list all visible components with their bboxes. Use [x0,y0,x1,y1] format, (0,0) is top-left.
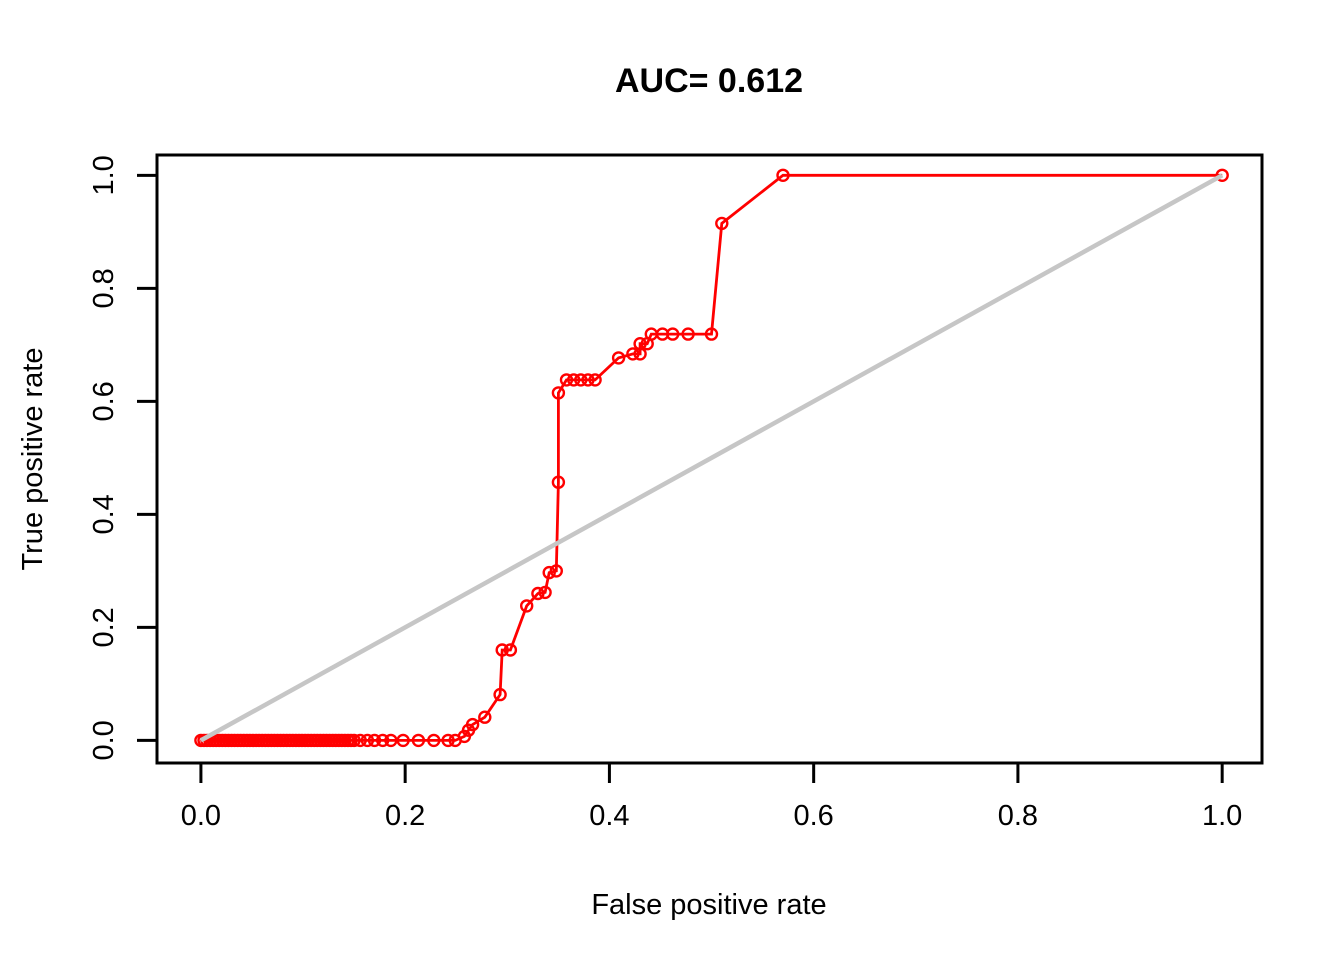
x-axis-tick-label: 0.6 [794,800,834,832]
roc-point-marker [531,586,545,601]
roc-point-marker [559,373,574,387]
roc-point-marker [611,351,626,365]
y-axis-label: True positive rate [17,348,49,571]
x-axis-tick-label: 0.4 [589,800,629,832]
y-axis-tick-label: 1.0 [88,155,120,195]
roc-point-marker [581,373,595,387]
roc-point-marker [396,733,410,748]
roc-point-marker [520,599,534,613]
roc-point-marker [493,687,507,702]
roc-point-marker [360,733,375,748]
roc-point-marker [538,585,552,600]
axis-ticks: 0.0 0.2 0.4 0.6 0.8 1.0 0.0 0.2 0.4 0.6 0.8 1.0 [88,155,1242,832]
x-axis-tick-label: 0.2 [385,800,425,832]
diagonal-reference-line [199,173,1224,743]
roc-point-marker [551,475,566,489]
y-axis-tick-label: 0.8 [88,268,120,308]
roc-point-marker [551,386,566,400]
roc-point-marker [666,327,680,341]
x-axis-label: False positive rate [591,889,826,921]
roc-point-marker [574,373,588,387]
y-axis-tick-label: 0.0 [88,720,120,760]
roc-point-marker [715,216,729,231]
y-axis-tick-label: 0.6 [88,381,120,421]
roc-point-marker [1215,168,1229,183]
x-axis-tick-label: 0.0 [181,800,221,832]
roc-point-marker [495,643,509,657]
roc-point-marker [384,733,398,748]
roc-point-marker [376,733,390,748]
roc-point-marker [427,733,441,748]
roc-point-marker [776,168,790,183]
roc-point-marker [441,733,455,748]
y-axis-tick-label: 0.4 [88,494,120,534]
roc-curve-markers [194,168,1229,748]
roc-point-marker [633,337,647,351]
roc-point-marker [347,733,361,748]
roc-point-marker [681,327,695,341]
roc-point-marker [588,373,602,387]
roc-point-marker [549,564,563,578]
roc-point-marker [367,733,382,748]
plot-box [155,153,1264,765]
roc-point-marker [542,565,556,580]
x-axis-tick-label: 0.8 [998,800,1038,832]
roc-point-marker [478,710,492,724]
chart-series [194,168,1229,748]
roc-point-marker [503,643,518,657]
chart-title: AUC= 0.612 [615,62,803,100]
roc-point-marker [704,327,719,341]
y-axis-tick-label: 0.2 [88,607,120,647]
x-axis-tick-label: 1.0 [1202,800,1242,832]
roc-point-marker [465,717,480,732]
roc-point-marker [411,733,426,748]
roc-point-marker [626,347,640,361]
roc-point-marker [353,733,367,748]
roc-point-marker [567,373,581,387]
